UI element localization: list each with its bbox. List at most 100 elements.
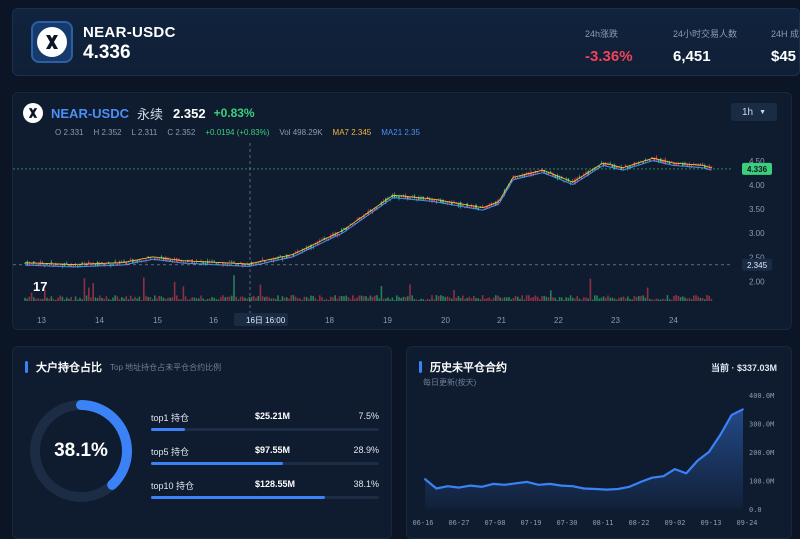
- volume-bar: [651, 299, 653, 301]
- volume-bar: [440, 295, 442, 301]
- volume-bar: [46, 297, 48, 301]
- candle-body: [506, 188, 508, 191]
- candle-body: [138, 259, 141, 261]
- candle-body: [244, 263, 246, 266]
- volume-bar: [684, 297, 686, 301]
- volume-bar: [398, 296, 400, 301]
- oi-point: [503, 483, 506, 486]
- volume-bar: [136, 298, 138, 301]
- oi-point: [662, 475, 665, 478]
- candle-body: [79, 265, 81, 267]
- candle-body: [704, 165, 706, 169]
- open-interest-chart[interactable]: 400.0M 300.0M 200.0M 100.0M 0.0 06-16 06-27 07-…: [407, 387, 793, 537]
- volume-bar: [44, 289, 46, 301]
- volume-bar: [673, 295, 675, 301]
- candle-body: [442, 199, 444, 204]
- date-tick: 16日 16:00: [246, 316, 286, 325]
- candle-body: [459, 202, 462, 207]
- volume-bar: [66, 297, 68, 301]
- donut-fill: [30, 400, 132, 502]
- candle-body: [50, 262, 53, 263]
- oi-point: [537, 483, 540, 486]
- volume-bar: [486, 298, 488, 301]
- pair-title: NEAR-USDC: [83, 24, 176, 41]
- volume-bar: [301, 299, 303, 301]
- candle-body: [624, 165, 627, 167]
- volume-bar: [671, 299, 673, 301]
- holdings-title-row: 大户持仓占比 Top 地址持仓占未平仓合约比例: [25, 359, 221, 375]
- ohlc-high: H 2.352: [93, 128, 122, 137]
- volume-bar: [242, 296, 244, 301]
- ticker-header: NEAR-USDC 4.336 24h涨跌 -3.36% 24小时交易人数 6,…: [12, 8, 800, 76]
- volume-bar: [336, 298, 339, 301]
- volume-bar: [473, 295, 475, 301]
- volume-bar: [488, 297, 490, 301]
- volume-bar: [433, 299, 435, 301]
- volume-bar: [193, 297, 196, 301]
- ma7-value: MA7 2.345: [332, 128, 372, 137]
- holding-amount: $97.55M: [255, 445, 291, 455]
- volume-bar: [288, 298, 290, 301]
- volume-bar: [499, 297, 501, 301]
- date-tick: 18: [325, 316, 334, 325]
- volume-bar: [495, 295, 497, 301]
- volume-bar: [532, 296, 534, 301]
- candle-body: [272, 258, 275, 261]
- candle-body: [88, 262, 90, 264]
- oi-point: [526, 481, 529, 483]
- candle-body: [620, 167, 622, 170]
- candle-body: [57, 264, 59, 265]
- candle-body: [613, 164, 616, 169]
- price-chart-card[interactable]: NEAR-USDC 永续 2.352 +0.83% O 2.331 H 2.35…: [12, 92, 792, 330]
- volume-bar: [396, 295, 398, 301]
- volume-bar: [50, 296, 53, 301]
- candlestick-chart[interactable]: 4.50 4.00 3.50 3.00 2.50 2.00 4.336 2.345 17 13 14…: [13, 143, 793, 329]
- volume-bar: [391, 297, 394, 301]
- volume-bar: [239, 296, 242, 301]
- candle-body: [182, 261, 185, 263]
- candle-body: [453, 201, 455, 203]
- candle-body: [688, 164, 691, 167]
- volume-bar: [596, 295, 598, 301]
- candle-body: [629, 166, 631, 169]
- candle-body: [303, 249, 306, 251]
- volume-bar: [35, 298, 37, 301]
- candle-body: [35, 264, 37, 266]
- candle-body: [651, 157, 653, 159]
- candle-body: [292, 254, 295, 257]
- candle-body: [686, 163, 688, 166]
- candle-body: [440, 199, 442, 203]
- volume-bar: [206, 298, 209, 301]
- volume-bar: [644, 297, 647, 301]
- volume-bar: [587, 298, 589, 301]
- volume-bar: [642, 295, 644, 301]
- volume-bar: [37, 298, 39, 301]
- volume-bar: [83, 278, 86, 301]
- volume-bar: [272, 297, 275, 301]
- candle-body: [585, 172, 587, 174]
- oi-y-tick: 400.0M: [749, 392, 774, 400]
- oi-x-tick: 06-16: [412, 519, 433, 527]
- price-tick: 2.50: [749, 253, 765, 262]
- candle-body: [514, 177, 517, 180]
- interval-selector[interactable]: 1h ▼: [731, 103, 777, 121]
- volume-bar: [679, 296, 682, 301]
- volume-bar: [138, 296, 141, 301]
- volume-bar: [660, 299, 662, 301]
- volume-bar: [409, 284, 411, 301]
- candle-body: [136, 260, 138, 263]
- candle-body: [294, 251, 297, 253]
- volume-bar: [382, 298, 385, 301]
- volume-bar: [380, 286, 383, 301]
- candle-body: [701, 163, 704, 165]
- title-accent: [25, 361, 28, 373]
- oi-current-value: 当前 · $337.03M: [710, 363, 777, 373]
- volume-bar: [261, 296, 264, 301]
- date-tick: 13: [37, 316, 46, 325]
- volume-bar: [627, 296, 629, 301]
- oi-y-tick: 200.0M: [749, 449, 774, 457]
- candle-body: [627, 166, 629, 169]
- candle-body: [72, 265, 75, 267]
- date-tick: 14: [95, 316, 104, 325]
- volume-bar: [402, 296, 405, 301]
